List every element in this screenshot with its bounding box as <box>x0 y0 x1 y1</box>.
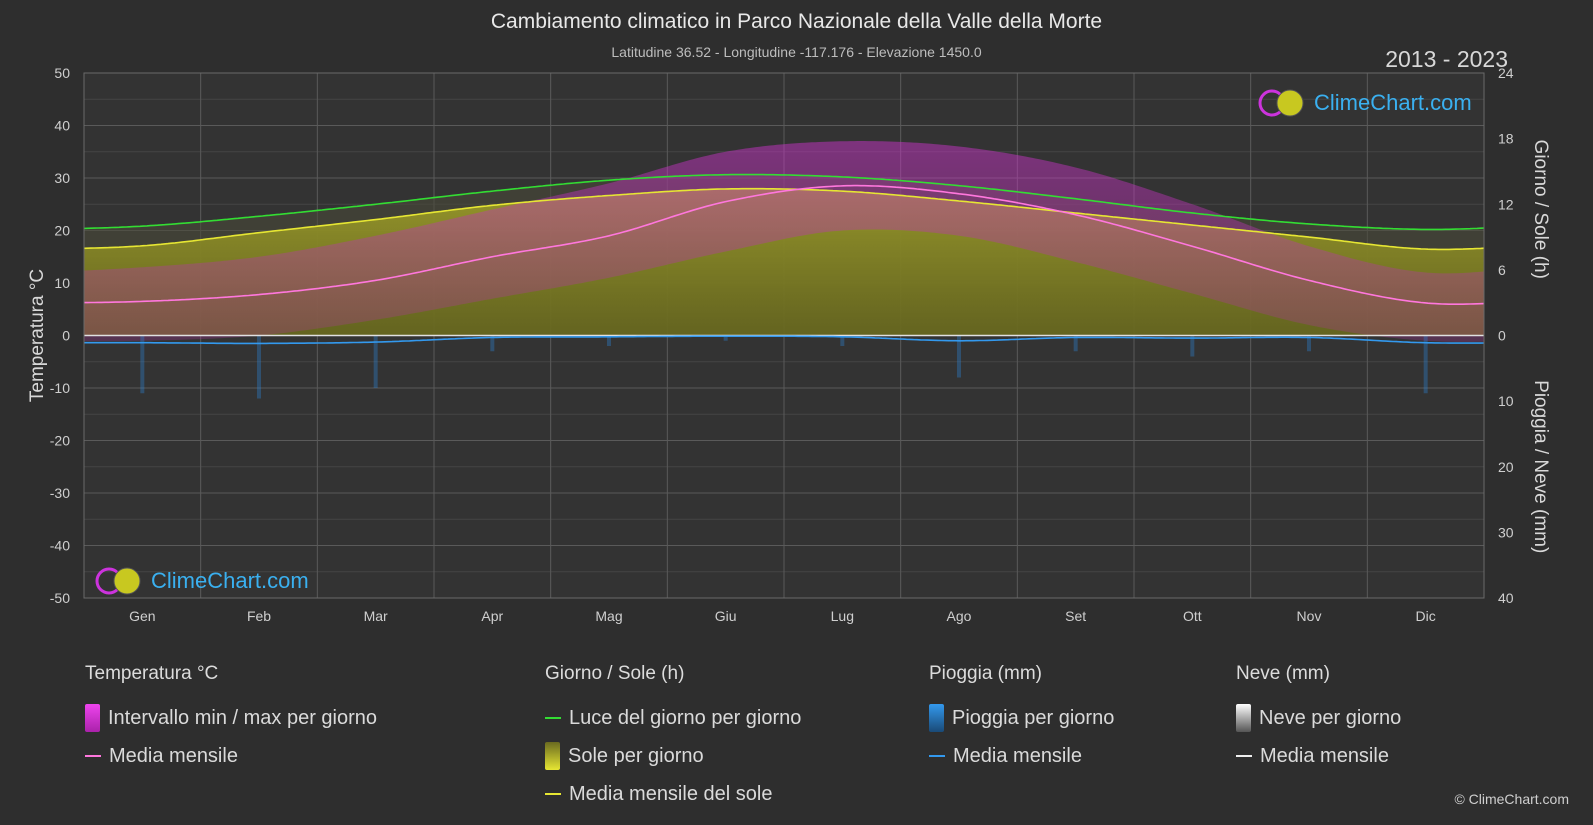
y-axis-label-left: Temperatura °C <box>27 269 48 402</box>
y-tick-left: 10 <box>54 275 70 291</box>
legend-sun: Giorno / Sole (h) Luce del giorno per gi… <box>545 663 801 813</box>
y-tick-right-mm: 20 <box>1498 459 1514 475</box>
sun-swatch <box>545 742 560 770</box>
temp-mean-swatch <box>85 755 101 757</box>
y-tick-right-mm: 10 <box>1498 393 1514 409</box>
rain-bar <box>607 335 611 346</box>
legend-item: Sole per giorno <box>545 737 801 775</box>
rain-bar <box>1307 335 1311 352</box>
year-range: 2013 - 2023 <box>1385 46 1508 72</box>
y-tick-right-hours: 6 <box>1498 262 1506 278</box>
chart-title: Cambiamento climatico in Parco Nazionale… <box>490 10 1103 33</box>
x-tick-month: Ago <box>947 608 972 624</box>
rain-mean-line <box>84 335 1485 345</box>
y-tick-left: -50 <box>50 590 70 606</box>
rain-bar <box>840 335 845 346</box>
legend-sun-title: Giorno / Sole (h) <box>545 663 685 684</box>
rain-bar <box>373 335 378 388</box>
x-tick-month: Giu <box>715 608 737 624</box>
legend-item: Media mensile del sole <box>545 775 801 813</box>
x-tick-month: Mar <box>364 608 388 624</box>
x-tick-month: Gen <box>129 608 155 624</box>
y-axis-label-right-bottom: Pioggia / Neve (mm) <box>1530 380 1551 553</box>
y-tick-right-hours: 24 <box>1498 65 1514 81</box>
legend-snow-title: Neve (mm) <box>1236 663 1330 684</box>
legend-rain: Pioggia (mm) Pioggia per giorno Media me… <box>929 663 1114 775</box>
legend-item: Media mensile <box>1236 737 1401 775</box>
y-tick-left: 40 <box>54 118 70 134</box>
y-axis-label-right-top: Giorno / Sole (h) <box>1530 140 1551 279</box>
x-tick-month: Ott <box>1183 608 1202 624</box>
sun-mean-swatch <box>545 793 561 795</box>
legend-snow: Neve (mm) Neve per giorno Media mensile <box>1236 663 1401 775</box>
y-tick-left: 30 <box>54 170 70 186</box>
legend-item: Media mensile <box>85 737 377 775</box>
y-tick-left: -40 <box>50 538 70 554</box>
rain-bar <box>490 335 495 352</box>
daylight-swatch <box>545 717 561 719</box>
logo-bottom[interactable]: ClimeChart.com <box>95 566 309 596</box>
y-tick-right-mm: 30 <box>1498 524 1514 540</box>
rain-bar <box>257 335 261 399</box>
plot-border <box>83 72 1485 599</box>
legend-item: Luce del giorno per giorno <box>545 699 801 737</box>
rain-bar <box>723 335 728 341</box>
y-tick-left: 0 <box>62 328 70 344</box>
rain-bar <box>957 335 961 378</box>
rain-bar <box>1190 335 1195 357</box>
legend-item: Pioggia per giorno <box>929 699 1114 737</box>
y-tick-left: 50 <box>54 65 70 81</box>
daylight-line <box>83 173 1485 231</box>
rain-bar <box>1423 335 1428 394</box>
logo-icon <box>95 567 141 595</box>
logo-icon <box>1258 89 1304 117</box>
chart-subtitle: Latitudine 36.52 - Longitudine -117.176 … <box>611 44 982 60</box>
legend-item: Neve per giorno <box>1236 699 1401 737</box>
climate-chart: 50 40 30 20 10 0 -10 -20 -30 -40 -50 24 18 12 6 0 10 20 30… <box>27 65 1551 624</box>
rain-swatch <box>929 704 944 732</box>
y-tick-left: -30 <box>50 485 70 501</box>
temp-range-swatch <box>85 704 100 732</box>
x-tick-month: Mag <box>595 608 622 624</box>
temp-range-area <box>84 141 1484 342</box>
temp-mean-line <box>84 184 1485 305</box>
x-tick-month: Feb <box>247 608 271 624</box>
x-tick-month: Lug <box>831 608 854 624</box>
x-tick-month: Apr <box>481 608 503 624</box>
x-tick-month: Nov <box>1297 608 1322 624</box>
y-tick-left: 20 <box>54 223 70 239</box>
sun-mean-line <box>83 187 1485 251</box>
y-tick-right-hours: 12 <box>1498 196 1514 212</box>
snow-mean-swatch <box>1236 755 1252 757</box>
rain-bar <box>1073 335 1078 352</box>
logo-text: ClimeChart.com <box>1314 90 1472 115</box>
legend-rain-title: Pioggia (mm) <box>929 663 1042 684</box>
y-tick-right-mm: 40 <box>1498 590 1514 606</box>
y-tick-right-hours: 0 <box>1498 328 1506 344</box>
x-tick-month: Dic <box>1416 608 1436 624</box>
x-tick-month: Set <box>1065 608 1086 624</box>
legend-temperature-title: Temperatura °C <box>85 663 219 684</box>
snow-swatch <box>1236 704 1251 732</box>
y-tick-left: -20 <box>50 433 70 449</box>
legend-item: Media mensile <box>929 737 1114 775</box>
copyright: © ClimeChart.com <box>1454 791 1569 807</box>
rain-bar <box>140 335 145 394</box>
rain-mean-swatch <box>929 755 945 757</box>
logo-text: ClimeChart.com <box>151 568 309 593</box>
legend-temperature: Temperatura °C Intervallo min / max per … <box>85 663 377 775</box>
logo-top[interactable]: ClimeChart.com <box>1258 88 1472 118</box>
y-tick-right-hours: 18 <box>1498 131 1514 147</box>
legend-item: Intervallo min / max per giorno <box>85 699 377 737</box>
y-tick-left: -10 <box>50 380 70 396</box>
